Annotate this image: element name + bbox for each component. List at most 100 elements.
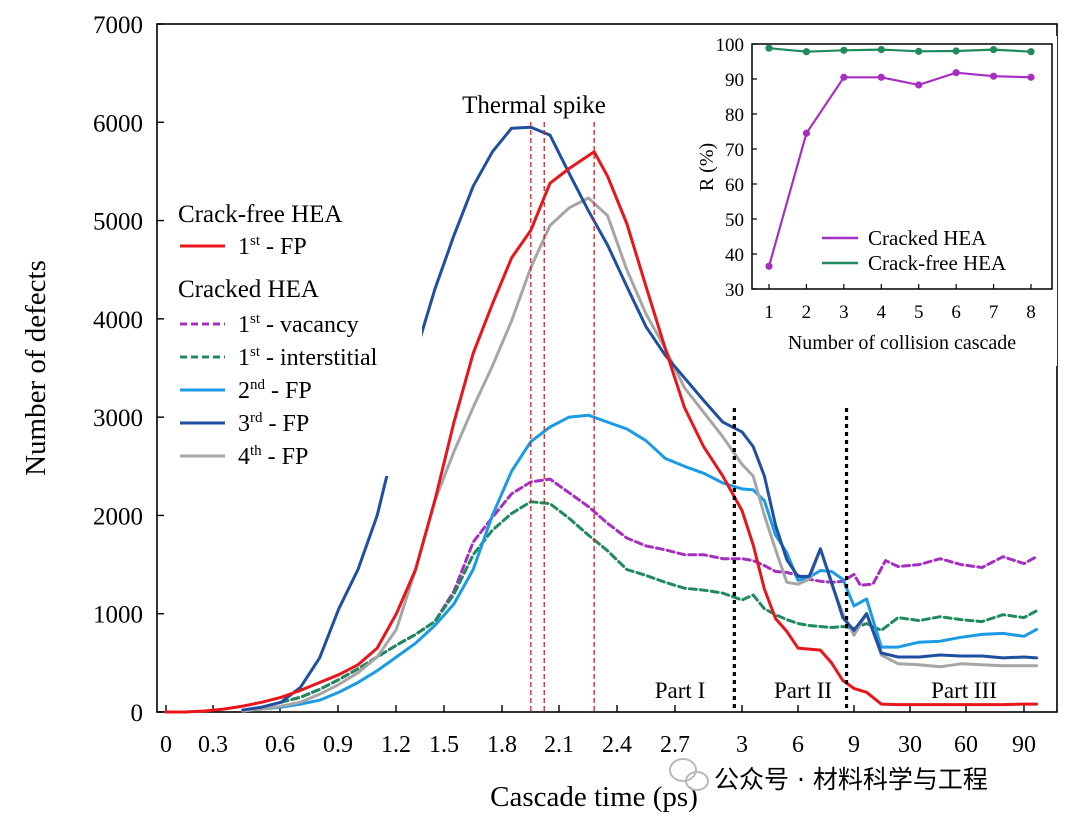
legend-ordinal-suffix: rd [250,410,263,426]
y-tick-label: 3000 [93,405,143,432]
y-tick-label: 5000 [93,209,143,236]
legend-label-fp4: 4th - FP [238,443,308,470]
inset-y-tick-label: 100 [716,35,745,56]
legend-ordinal-suffix: st [250,233,261,249]
legend-ordinal: 1 [238,345,250,371]
x-tick-label: 90 [1012,732,1036,758]
x-tick-label: 60 [954,732,978,758]
inset-background [700,36,1057,366]
inset-legend-label: Cracked HEA [868,226,987,250]
x-axis-title: Cascade time (ps) [490,781,698,813]
inset-y-tick-label: 70 [725,140,744,161]
y-tick-label: 2000 [93,503,143,530]
legend-label-fp3: 3rd - FP [238,410,309,437]
x-tick-label: 3 [736,732,748,758]
inset-data-point [840,46,848,54]
inset-data-point [915,47,923,55]
legend-ordinal: 1 [238,234,250,260]
inset-y-tick-label: 30 [725,280,744,301]
legend-ordinal-suffix: st [250,311,261,327]
inset-y-tick-label: 90 [725,70,744,91]
main-axes: 0 1000 2000 3000 4000 5000 6000 7000 0 0.3 0.6 0.9 1… [20,12,1058,813]
watermark-text: 公众号 · 材料科学与工程 [714,765,988,794]
inset-data-point [877,46,885,54]
legend-ordinal: 2 [238,378,250,404]
inset-series-line [767,71,1032,267]
inset-y-tick-label: 40 [725,245,744,266]
inset-data-point [952,47,960,55]
legend-label-int1: 1st - interstitial [238,344,378,371]
legend-ordinal-suffix: th [250,443,262,459]
x-tick-label: 9 [848,732,860,758]
legend-label-fp2: 2nd - FP [238,377,312,404]
y-tick-label: 1000 [93,602,143,629]
inset-data-point [877,73,885,81]
x-tick-label: 0.3 [198,732,228,758]
part-1-label: Part I [655,678,705,703]
legend-descriptor: - FP [262,444,309,470]
inset-series-line [768,47,1032,53]
legend-descriptor: - vacancy [260,312,359,338]
inset-plot-frame [751,43,1053,290]
thermal-spike-label: Thermal spike [462,92,606,119]
main-annotations: Thermal spike Part I Part II Part III [462,92,997,712]
x-tick-label: 0.9 [323,732,353,758]
inset-y-tick-label: 50 [725,210,744,231]
part-3-label: Part III [931,678,997,703]
legend-ordinal: 1 [238,312,250,338]
legend-ordinal-suffix: st [250,344,261,360]
inset-chart: 30 40 50 60 70 80 90 100 1 2 3 4 5 6 7 8 Number of colli… [696,35,1057,366]
legend-descriptor: - interstitial [260,345,378,371]
inset-x-tick-label: 1 [764,302,774,323]
series-line-fp4 [241,196,1039,713]
inset-data-point [765,44,773,52]
legend-descriptor: - FP [260,234,307,260]
legend-ordinal: 3 [238,411,250,437]
inset-data-point [989,46,998,54]
inset-x-tick-label: 8 [1026,302,1036,323]
wechat-icon [669,758,709,791]
x-tick-label: 2.4 [602,732,632,758]
inset-y-axis-title: R (%) [696,143,718,191]
inset-y-tick-label: 80 [725,105,744,126]
watermark: 公众号 · 材料科学与工程 [669,758,988,794]
legend-label-vac1: 1st - vacancy [238,311,359,338]
inset-data-point [802,48,811,56]
inset-x-tick-label: 4 [877,302,887,323]
series-line-vac1 [279,477,1039,704]
inset-x-tick-label: 3 [839,302,849,323]
x-tick-label: 1.2 [381,732,411,758]
legend-group-cracked: Cracked HEA [178,276,319,303]
inset-x-tick-label: 6 [951,302,961,323]
x-tick-label: 0.6 [265,732,295,758]
inset-x-tick-label: 7 [989,302,999,323]
x-tick-label: 2.7 [660,732,690,758]
inset-data-point [1027,73,1035,81]
wechat-bubble-large [669,758,697,782]
legend-descriptor: - FP [263,411,310,437]
legend-group-crack-free: Crack-free HEA [178,201,343,228]
series-line-fp2 [260,413,1039,711]
inset-legend-label: Crack-free HEA [868,251,1007,275]
inset-data-point [1027,48,1035,56]
x-tick-label: 2.1 [544,732,574,758]
y-tick-label: 0 [131,700,144,727]
inset-data-point [915,81,923,89]
wechat-bubble-small [685,771,709,791]
y-tick-label: 7000 [93,12,143,39]
inset-data-point [840,73,848,81]
inset-x-tick-label: 2 [802,302,812,323]
legend-ordinal: 4 [238,444,250,470]
x-tick-label: 1.8 [487,732,517,758]
series-line-fp1 [164,150,1039,714]
inset-y-tick-label: 60 [725,175,744,196]
x-tick-label: 1.5 [429,732,459,758]
inset-x-tick-label: 5 [914,302,924,323]
inset-x-axis-title: Number of collision cascade [788,332,1016,354]
legend-background [172,196,422,476]
series-line-int1 [279,500,1039,704]
x-tick-label: 30 [898,732,922,758]
y-axis-title: Number of defects [20,260,52,476]
